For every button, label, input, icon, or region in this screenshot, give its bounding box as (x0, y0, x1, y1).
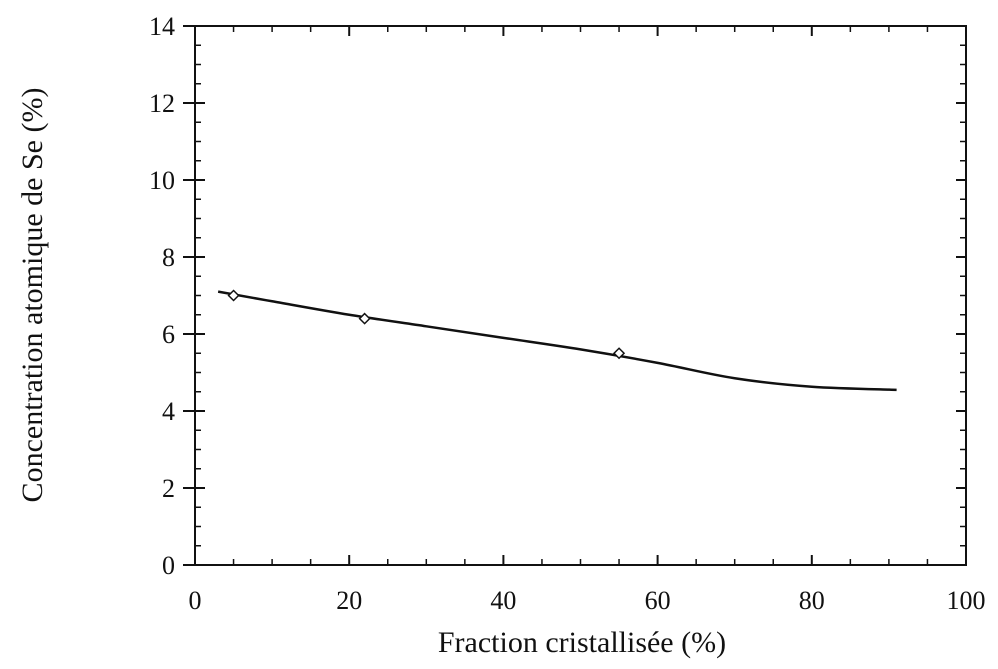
fit-curve (217, 290, 897, 392)
plot-border (194, 25, 967, 566)
y-tick-label: 6 (162, 320, 175, 349)
x-tick-label: 0 (189, 586, 202, 615)
y-axis-title: Concentration atomique de Se (%) (16, 88, 49, 503)
x-tick-label: 60 (645, 586, 671, 615)
y-tick-label: 8 (162, 243, 175, 272)
x-tick-label: 100 (947, 586, 986, 615)
tick-labels-layer: 0 20 40 60 80 100 0 2 4 6 8 10 12 14 (149, 12, 986, 615)
fit-curve-layer (217, 290, 897, 392)
x-axis-title: Fraction cristallisée (%) (438, 626, 726, 659)
x-tick-label: 40 (490, 586, 516, 615)
data-point-marker (227, 289, 240, 302)
plot-frame (194, 25, 967, 566)
y-tick-label: 4 (162, 397, 175, 426)
x-tick-label: 80 (799, 586, 825, 615)
data-point-marker (612, 347, 626, 360)
y-tick-label: 0 (162, 551, 175, 580)
axis-ticks (183, 25, 967, 566)
y-tick-label: 10 (149, 166, 175, 195)
y-tick-label: 14 (149, 12, 175, 41)
x-tick-label: 20 (336, 586, 362, 615)
data-points-layer (227, 289, 626, 360)
y-tick-label: 2 (162, 474, 175, 503)
data-point-marker (358, 312, 371, 325)
y-tick-label: 12 (149, 89, 175, 118)
